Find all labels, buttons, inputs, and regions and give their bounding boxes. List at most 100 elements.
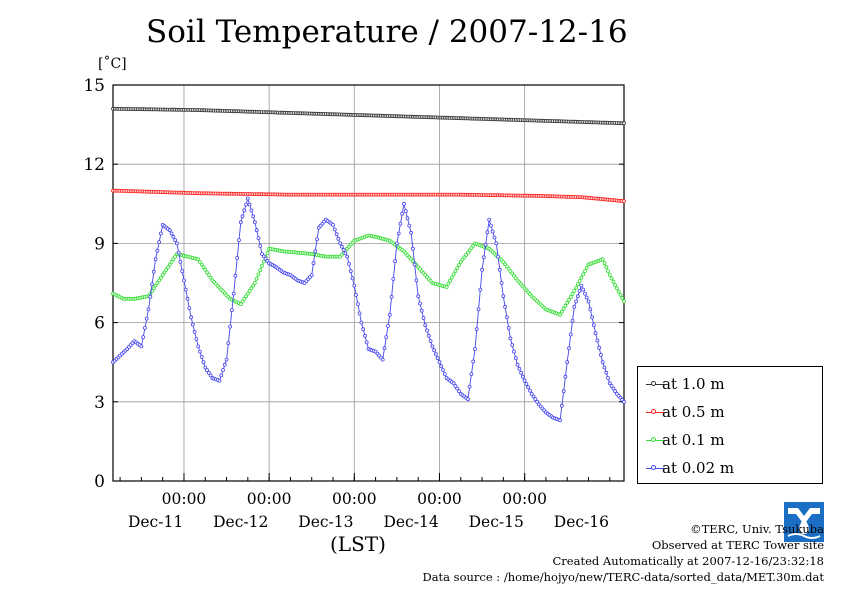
series-point-3 bbox=[332, 227, 337, 232]
series-point-3 bbox=[384, 335, 389, 340]
x-date-label: Dec-11 bbox=[128, 513, 183, 531]
series-point-3 bbox=[151, 269, 156, 274]
series-point-3 bbox=[433, 352, 438, 357]
series-point-3 bbox=[217, 378, 222, 383]
series-point-3 bbox=[341, 248, 346, 252]
x-date-label: Dec-15 bbox=[469, 513, 524, 531]
series-point-2 bbox=[199, 262, 204, 267]
series-point-3 bbox=[334, 232, 339, 237]
series-point-3 bbox=[583, 291, 587, 296]
series-point-2 bbox=[567, 297, 571, 302]
series-point-2 bbox=[166, 265, 170, 270]
series-point-3 bbox=[196, 344, 201, 349]
series-point-2 bbox=[164, 267, 169, 272]
series-point-3 bbox=[524, 382, 529, 386]
series-point-3 bbox=[405, 216, 410, 221]
series-point-3 bbox=[611, 386, 616, 391]
series-point-3 bbox=[600, 360, 605, 365]
series-point-3 bbox=[469, 372, 474, 377]
series-point-3 bbox=[180, 269, 185, 274]
series-point-3 bbox=[488, 223, 493, 228]
series-point-3 bbox=[235, 255, 240, 260]
series-point-3 bbox=[398, 221, 403, 226]
series-line-2 bbox=[112, 235, 625, 316]
series-point-3 bbox=[256, 236, 261, 241]
series-point-2 bbox=[258, 268, 263, 273]
series-point-3 bbox=[455, 386, 460, 391]
series-point-3 bbox=[410, 246, 415, 251]
series-point-3 bbox=[496, 254, 500, 259]
series-point-3 bbox=[599, 352, 603, 357]
y-tick-label: 6 bbox=[94, 314, 105, 334]
series-point-3 bbox=[515, 362, 520, 367]
x-date-label: Dec-12 bbox=[213, 513, 268, 531]
series-point-3 bbox=[231, 291, 236, 296]
series-point-3 bbox=[437, 360, 442, 365]
series-point-3 bbox=[382, 346, 387, 351]
series-point-3 bbox=[336, 236, 341, 241]
x-tick-label: 00:00 bbox=[332, 490, 377, 508]
series-point-2 bbox=[171, 257, 176, 262]
series-point-3 bbox=[190, 322, 195, 327]
series-point-3 bbox=[242, 208, 247, 213]
series-point-3 bbox=[430, 344, 435, 349]
series-point-3 bbox=[182, 278, 186, 283]
series-point-3 bbox=[240, 214, 245, 219]
series-point-3 bbox=[606, 376, 610, 380]
series-point-3 bbox=[228, 324, 233, 329]
series-point-3 bbox=[622, 399, 626, 404]
chart-title: Soil Temperature / 2007-12-16 bbox=[146, 14, 628, 50]
series-point-3 bbox=[169, 231, 174, 236]
series-point-2 bbox=[577, 279, 582, 283]
series-point-3 bbox=[526, 385, 531, 390]
series-point-2 bbox=[260, 263, 264, 268]
series-point-3 bbox=[393, 259, 398, 264]
series-point-3 bbox=[251, 214, 256, 219]
series-point-3 bbox=[503, 304, 508, 309]
series-point-3 bbox=[403, 209, 408, 214]
series-point-2 bbox=[579, 275, 584, 280]
series-point-3 bbox=[506, 325, 511, 330]
series-point-3 bbox=[579, 283, 584, 288]
series-point-3 bbox=[591, 323, 596, 328]
series-point-2 bbox=[568, 294, 573, 299]
series-point-3 bbox=[441, 368, 445, 373]
series-point-3 bbox=[201, 360, 206, 365]
series-point-3 bbox=[309, 273, 314, 278]
series-point-3 bbox=[521, 374, 525, 379]
series-point-2 bbox=[611, 279, 616, 284]
series-point-3 bbox=[570, 318, 575, 323]
series-point-3 bbox=[348, 269, 353, 274]
series-point-3 bbox=[586, 299, 591, 304]
created-text: Created Automatically at 2007-12-16/23:3… bbox=[552, 554, 825, 568]
legend-label-1m: at 1.0 m bbox=[662, 375, 725, 393]
series-point-3 bbox=[192, 329, 197, 334]
series-point-2 bbox=[206, 273, 211, 278]
observed-text: Observed at TERC Tower site bbox=[651, 538, 824, 552]
series-point-3 bbox=[529, 391, 534, 396]
legend: at 1.0 m at 0.5 m at 0.1 m at 0.02 m bbox=[637, 366, 823, 484]
series-point-3 bbox=[238, 220, 243, 225]
series-point-2 bbox=[162, 270, 167, 275]
series-point-3 bbox=[439, 364, 444, 369]
x-tick-label: 00:00 bbox=[417, 490, 462, 508]
series-point-3 bbox=[339, 244, 344, 249]
series-point-3 bbox=[597, 345, 602, 350]
series-point-2 bbox=[160, 273, 165, 278]
series-point-3 bbox=[453, 384, 458, 388]
series-point-2 bbox=[604, 265, 609, 270]
source-text: Data source : /home/hojyo/new/TERC-data/… bbox=[422, 570, 824, 584]
x-tick-label: 00:00 bbox=[502, 490, 547, 508]
series-point-2 bbox=[167, 262, 172, 267]
series-point-0 bbox=[622, 121, 626, 126]
series-point-3 bbox=[435, 356, 440, 361]
series-point-2 bbox=[607, 273, 612, 278]
series-point-3 bbox=[396, 231, 401, 236]
series-point-3 bbox=[157, 240, 162, 245]
series-point-3 bbox=[572, 304, 577, 309]
series-point-3 bbox=[350, 276, 355, 281]
series-point-2 bbox=[583, 269, 587, 274]
series-point-2 bbox=[153, 283, 158, 288]
series-point-2 bbox=[451, 272, 456, 277]
